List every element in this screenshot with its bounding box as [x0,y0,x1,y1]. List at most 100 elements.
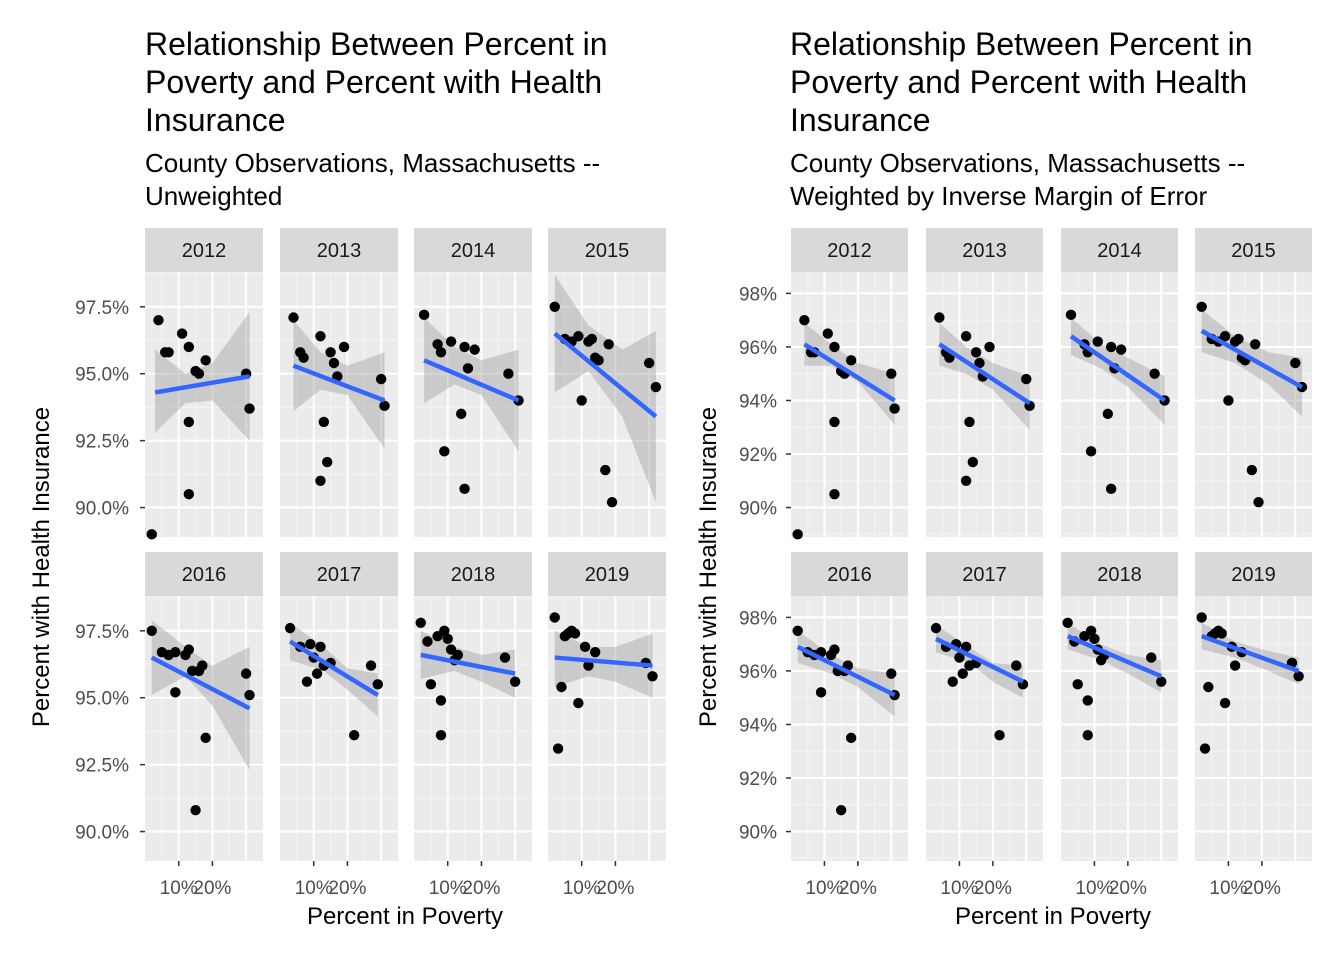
data-point [288,312,299,323]
x-tick-label: 20% [974,878,1012,899]
y-tick-label: 97.5% [75,298,129,319]
data-point [332,371,343,382]
data-point [960,641,972,653]
data-point [435,729,447,741]
facet-strip-label: 2015 [585,240,630,262]
left-chart-subtitle-line-2: Unweighted [145,181,282,211]
data-point [552,743,564,754]
left-chart-title-line-1: Relationship Between Percent in [145,26,608,62]
y-tick-label: 92% [739,445,777,466]
data-point [1216,628,1227,639]
data-point [556,681,567,693]
data-point [647,671,658,682]
data-point [579,641,591,653]
data-point [829,416,840,428]
data-point [439,625,450,636]
fit-line [288,639,379,697]
data-point [200,732,211,744]
data-point [284,622,296,634]
fit-line [420,652,516,676]
right-chart-subtitle-line-2: Weighted by Inverse Margin of Error [790,181,1207,211]
x-tick-label: 20% [462,878,500,899]
data-point [573,331,584,342]
data-point [425,679,437,690]
facet-strip-label: 2013 [317,240,362,262]
data-point [456,408,467,420]
data-point [1089,633,1100,645]
data-point [183,341,195,353]
left-facet-2012: 2012 90.0% 92.5% 95.0% 97.5% [75,228,263,540]
data-point [954,652,965,663]
facet-strip [1061,552,1178,596]
right-chart-y-axis-title: Percent with Health Insurance [695,407,722,727]
confidence-band [554,630,653,698]
x-tick-label: 10% [563,878,601,899]
data-point [418,309,430,321]
data-point [829,341,840,353]
data-point [509,676,521,687]
left-chart: Relationship Between Percent in Poverty … [28,26,666,930]
facet-panel [145,272,263,537]
x-tick-label: 10% [1209,878,1247,899]
data-point [325,347,336,358]
data-point [459,483,470,495]
data-point [1249,339,1261,350]
y-tick-label: 98% [739,608,777,629]
y-tick-label: 92% [739,769,777,790]
right-facet-2018: 2018 10%20% [1061,552,1178,899]
fit-line [423,358,520,403]
facet-panel [926,596,1043,861]
x-tick-label: 20% [839,878,877,899]
data-point [835,804,847,816]
left-chart-y-axis-title: Percent with Health Insurance [28,407,55,727]
data-point [298,352,309,363]
facet-strip [280,228,398,272]
data-point [305,638,316,650]
data-point [1219,331,1231,342]
data-point [315,475,326,486]
facet-panel [791,596,908,861]
data-point [1253,497,1264,508]
y-tick-label: 90.0% [75,823,129,844]
facet-strip-label: 2015 [1231,240,1276,262]
facet-strip [548,552,666,596]
data-point [1199,743,1211,754]
data-point [792,529,803,540]
data-point [573,697,584,709]
data-point [1293,671,1304,682]
y-tick-label: 90% [739,823,777,844]
data-point [432,339,443,350]
data-point [415,617,426,628]
x-tick-label: 10% [940,878,978,899]
data-point [960,475,972,486]
data-point [600,464,611,476]
data-point [1082,695,1093,706]
facet-panel [414,596,532,861]
data-point [886,368,897,379]
data-point [889,403,900,414]
data-point [1219,697,1231,709]
data-point [372,679,383,690]
data-point [328,357,340,369]
data-point [1062,617,1073,628]
right-chart-facet-grid: 2012 90% 92% 94% 96% 98% 2013 2014 2015 2016 90% 92… [739,228,1312,899]
data-point [1149,368,1160,379]
right-chart-title-line-1: Relationship Between Percent in [790,26,1253,62]
data-point [153,314,164,326]
confidence-band [424,317,519,452]
facet-strip-label: 2018 [451,564,496,586]
y-tick-label: 90.0% [75,499,129,520]
fit-line [554,655,653,668]
data-point [422,636,433,647]
x-tick-label: 20% [1109,878,1147,899]
data-point [1229,660,1241,671]
data-point [435,695,447,706]
data-point [322,456,333,468]
data-point [815,687,827,698]
left-facet-2014: 2014 [414,228,532,537]
data-point [799,314,810,326]
left-facet-2015: 2015 [548,228,666,537]
facet-strip-label: 2016 [827,564,872,586]
data-point [442,633,453,645]
data-point [1246,464,1258,476]
